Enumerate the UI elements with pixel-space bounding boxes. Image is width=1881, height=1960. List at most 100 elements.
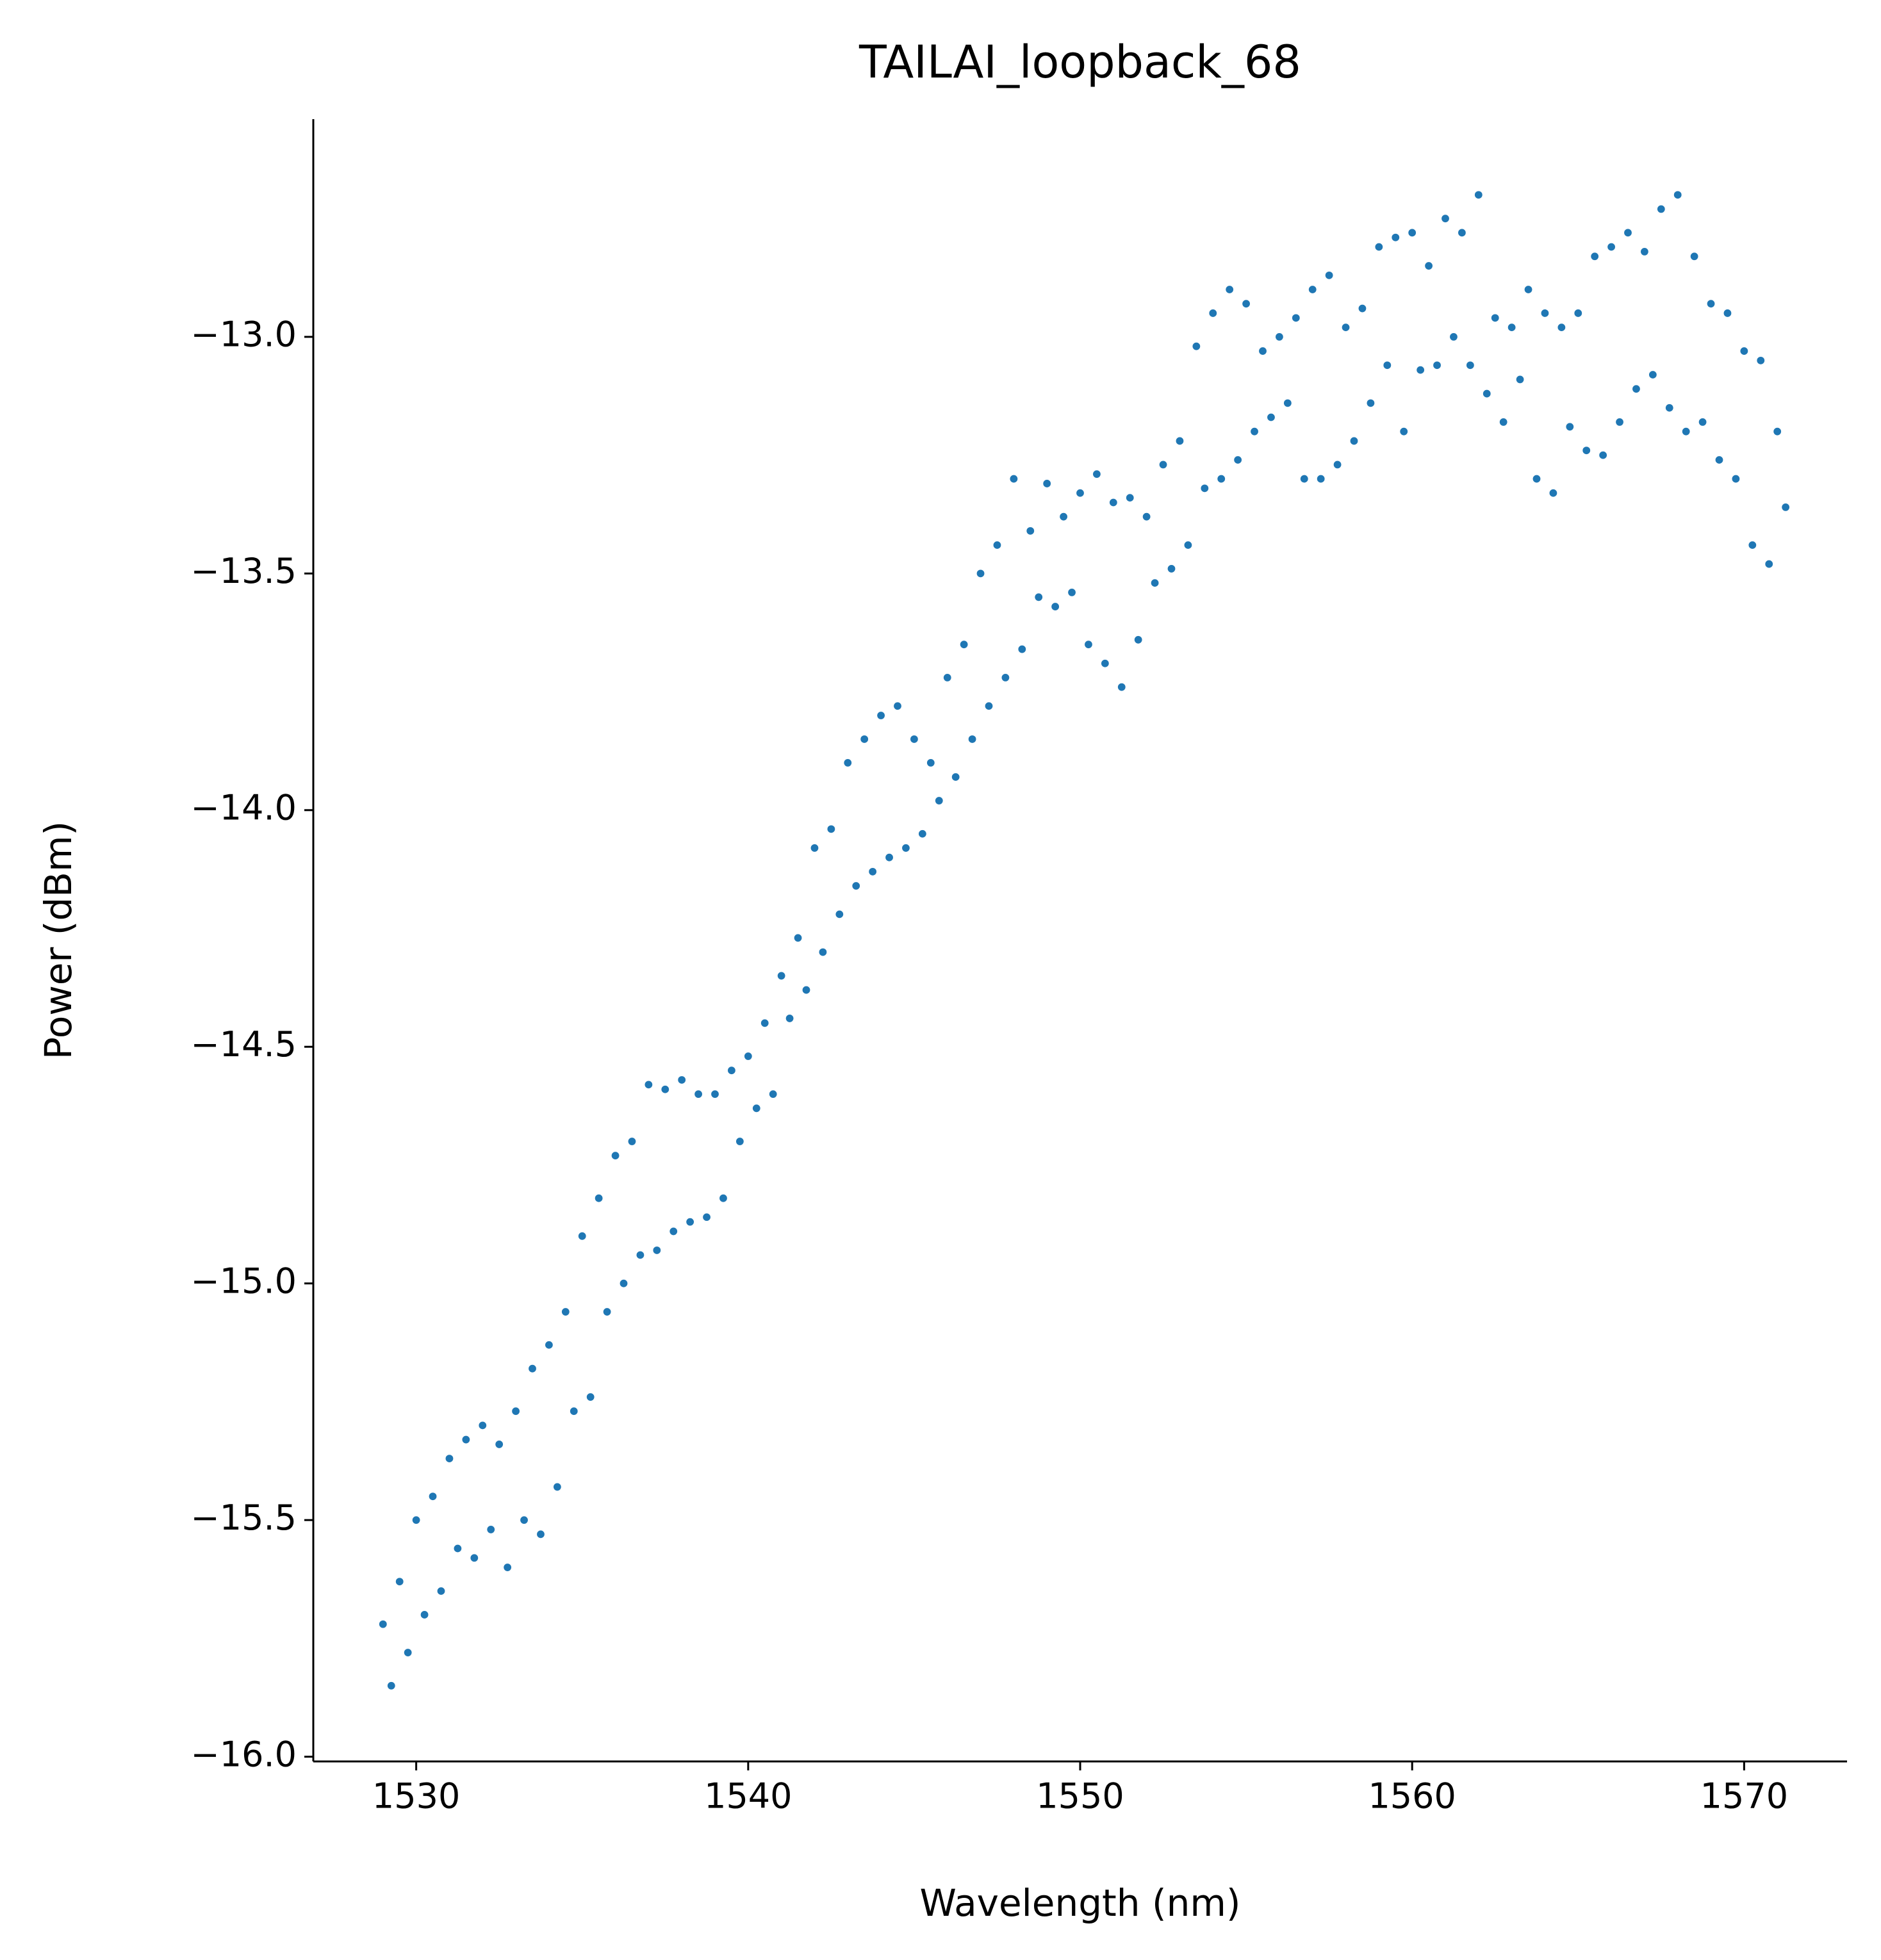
point bbox=[1614, 417, 1625, 427]
point bbox=[1333, 460, 1342, 470]
point bbox=[1399, 427, 1409, 436]
point bbox=[976, 569, 985, 578]
point bbox=[519, 1515, 529, 1525]
y-tick-label: −15.0 bbox=[191, 1261, 297, 1301]
point bbox=[1183, 540, 1193, 550]
point bbox=[1391, 233, 1400, 242]
point bbox=[569, 1407, 579, 1416]
point bbox=[1291, 313, 1301, 323]
point bbox=[934, 796, 944, 806]
point bbox=[1681, 427, 1691, 436]
x-tick-label: 1550 bbox=[1036, 1776, 1124, 1817]
point bbox=[420, 1610, 429, 1620]
point bbox=[1051, 601, 1060, 612]
point bbox=[1773, 427, 1782, 436]
point bbox=[1648, 370, 1657, 380]
point bbox=[743, 1051, 753, 1061]
point bbox=[1714, 455, 1724, 465]
point bbox=[1225, 284, 1235, 295]
point bbox=[1606, 242, 1616, 252]
point bbox=[1631, 384, 1641, 394]
point bbox=[1108, 498, 1118, 507]
point bbox=[1383, 361, 1392, 370]
point bbox=[1673, 190, 1682, 200]
x-tick-label: 1530 bbox=[372, 1776, 460, 1817]
point bbox=[1042, 478, 1052, 489]
y-tick-label: −14.0 bbox=[191, 787, 297, 828]
point bbox=[1034, 592, 1044, 602]
point bbox=[1689, 252, 1699, 261]
point bbox=[951, 772, 960, 782]
point bbox=[1582, 446, 1591, 455]
point bbox=[686, 1217, 695, 1227]
point bbox=[868, 867, 878, 876]
point bbox=[851, 881, 861, 891]
point bbox=[860, 734, 869, 744]
point bbox=[527, 1364, 538, 1373]
point bbox=[1507, 323, 1516, 332]
point bbox=[1374, 242, 1384, 252]
point bbox=[1266, 412, 1276, 422]
point bbox=[511, 1407, 521, 1416]
point bbox=[876, 710, 886, 721]
point bbox=[1474, 190, 1483, 200]
point bbox=[785, 1013, 794, 1024]
point bbox=[760, 1018, 769, 1028]
point bbox=[1548, 488, 1558, 498]
point bbox=[1781, 502, 1791, 512]
point bbox=[710, 1090, 720, 1099]
x-tick-label: 1570 bbox=[1700, 1776, 1788, 1817]
point bbox=[644, 1080, 653, 1090]
point bbox=[1133, 635, 1143, 644]
point bbox=[1739, 346, 1749, 356]
point bbox=[1299, 474, 1309, 484]
point bbox=[768, 1090, 778, 1099]
point bbox=[1308, 284, 1317, 295]
point bbox=[453, 1544, 463, 1553]
point bbox=[1233, 455, 1243, 465]
point bbox=[495, 1439, 504, 1450]
point bbox=[959, 640, 969, 649]
point bbox=[901, 843, 911, 853]
point bbox=[1723, 308, 1732, 318]
point bbox=[1125, 493, 1135, 503]
point bbox=[718, 1193, 728, 1203]
point bbox=[992, 540, 1002, 550]
point bbox=[611, 1151, 620, 1161]
y-axis-label: Power (dBm) bbox=[37, 821, 80, 1059]
point bbox=[1324, 270, 1334, 280]
point bbox=[1565, 422, 1575, 432]
point bbox=[1249, 427, 1260, 436]
point bbox=[1499, 417, 1508, 427]
point bbox=[967, 734, 977, 744]
point bbox=[1158, 460, 1168, 470]
point bbox=[776, 971, 786, 981]
point bbox=[1142, 512, 1151, 521]
point bbox=[636, 1250, 645, 1260]
point bbox=[1258, 346, 1268, 356]
x-tick-label: 1560 bbox=[1368, 1776, 1456, 1817]
point bbox=[1358, 304, 1367, 313]
y-tick-label: −15.5 bbox=[191, 1498, 297, 1538]
point bbox=[1573, 308, 1583, 318]
point bbox=[1026, 526, 1035, 535]
point bbox=[1366, 398, 1376, 408]
point bbox=[669, 1227, 678, 1236]
point bbox=[378, 1619, 388, 1629]
point bbox=[411, 1515, 421, 1525]
point bbox=[1150, 578, 1160, 588]
point bbox=[1449, 332, 1459, 341]
point bbox=[1756, 355, 1766, 365]
point bbox=[1075, 488, 1085, 498]
point bbox=[1598, 450, 1608, 460]
point bbox=[835, 910, 844, 919]
point bbox=[1117, 682, 1126, 692]
point bbox=[1432, 361, 1442, 370]
point bbox=[470, 1553, 479, 1563]
y-tick-label: −16.0 bbox=[191, 1734, 297, 1774]
point bbox=[544, 1340, 554, 1350]
point bbox=[727, 1066, 737, 1075]
point bbox=[892, 701, 903, 711]
point bbox=[677, 1075, 687, 1085]
